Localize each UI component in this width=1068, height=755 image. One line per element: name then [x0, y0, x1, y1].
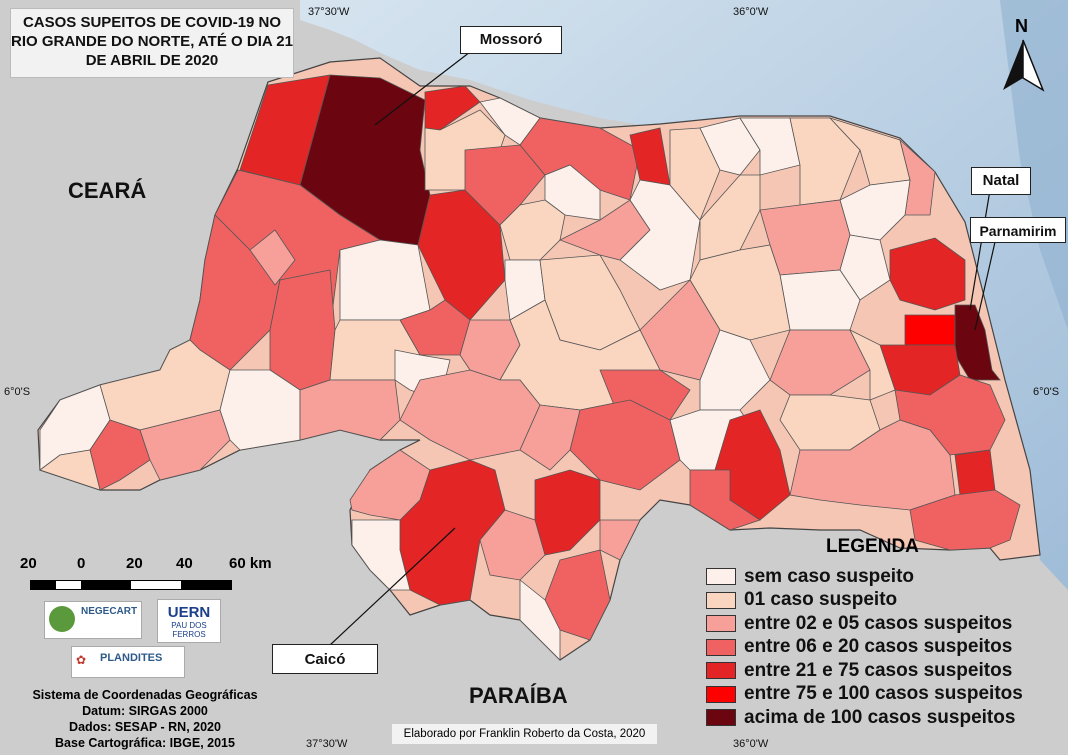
- city-label-parnamirim: Parnamirim: [970, 217, 1066, 243]
- map-info: Sistema de Coordenadas Geográficas Datum…: [10, 687, 280, 751]
- coord-bottom-right: 36°0'W: [733, 738, 769, 750]
- city-label-mossoro: Mossoró: [460, 26, 562, 54]
- info-line: Dados: SESAP - RN, 2020: [69, 720, 221, 734]
- mun-sw8: [599, 519, 641, 561]
- people-icon: ✿: [76, 653, 87, 667]
- tree-icon: [49, 606, 75, 632]
- info-line: Sistema de Coordenadas Geográficas: [32, 688, 258, 702]
- legend-item: entre 21 e 75 casos suspeitos: [706, 659, 1023, 683]
- state-label-ceara: CEARÁ: [68, 178, 147, 203]
- legend-swatch: [706, 662, 736, 680]
- coord-right-lat: 6°0'S: [1033, 386, 1060, 398]
- legend-item: sem caso suspeito: [706, 565, 1023, 589]
- city-label-natal: Natal: [971, 167, 1031, 195]
- legend-item: entre 02 e 05 casos suspeitos: [706, 612, 1023, 636]
- state-label-paraiba: PARAÍBA: [469, 683, 568, 708]
- scale-label: 40: [176, 555, 193, 572]
- mun-sw3: [351, 519, 411, 591]
- legend: sem caso suspeito 01 caso suspeito entre…: [706, 565, 1023, 730]
- legend-swatch: [706, 615, 736, 633]
- map-title: CASOS SUPEITOS DE COVID-19 NO RIO GRANDE…: [10, 8, 294, 78]
- info-line: Datum: SIRGAS 2000: [82, 704, 208, 718]
- scale-label: 60 km: [229, 555, 272, 572]
- sea: [300, 0, 1068, 590]
- mun-s4: [569, 399, 681, 491]
- mun-s12: [909, 489, 1021, 551]
- mun-e10: [849, 329, 896, 401]
- mun-s11: [789, 419, 956, 511]
- deep-sea: [1000, 0, 1068, 330]
- legend-swatch: [706, 685, 736, 703]
- coord-top-right: 36°0'W: [733, 6, 769, 18]
- mun-c12: [699, 117, 761, 176]
- legend-swatch: [706, 591, 736, 609]
- uern-sub-text: PAU DOS FERROS: [171, 621, 207, 639]
- legend-item: 01 caso suspeito: [706, 589, 1023, 613]
- uern-text: UERN: [167, 604, 211, 621]
- mun-w4: [269, 269, 336, 391]
- legend-label: entre 75 e 100 casos suspeitos: [744, 683, 1023, 705]
- leader-parnamirim: [974, 241, 996, 331]
- mun-e3: [839, 234, 891, 301]
- mun-far-w7: [39, 449, 101, 491]
- mun-s5: [519, 404, 581, 471]
- legend-swatch: [706, 638, 736, 656]
- scale-label: 20: [126, 555, 143, 572]
- mun-c1: [339, 239, 431, 321]
- map-credit: Elaborado por Franklin Roberto da Costa,…: [392, 724, 657, 744]
- legend-label: 01 caso suspeito: [744, 589, 898, 611]
- legend-swatch: [706, 709, 736, 727]
- legend-label: sem caso suspeito: [744, 565, 915, 587]
- mun-far-w5: [219, 369, 301, 451]
- mun-sw7: [519, 579, 561, 661]
- mun-s13: [689, 469, 761, 531]
- negecart-logo: NEGECART: [44, 601, 142, 639]
- mun-s10: [954, 449, 996, 496]
- mun-far-w4: [139, 409, 231, 481]
- uern-logo: UERN PAU DOS FERROS: [157, 599, 221, 643]
- legend-label: entre 06 e 20 casos suspeitos: [744, 636, 1013, 658]
- scale-label: 20: [20, 555, 37, 572]
- plandites-logo: ✿ PLANDITES: [71, 646, 185, 678]
- leader-mossoro: [374, 51, 471, 126]
- legend-label: acima de 100 casos suspeitos: [744, 706, 1016, 728]
- coord-bottom-left: 37°30'W: [306, 738, 348, 750]
- mun-c16: [899, 138, 936, 216]
- legend-title: LEGENDA: [826, 536, 919, 557]
- negecart-text: NEGECART: [81, 606, 138, 617]
- north-label: N: [1015, 16, 1028, 36]
- legend-label: entre 02 e 05 casos suspeitos: [744, 612, 1013, 634]
- mun-natal-region: [889, 237, 966, 311]
- leader-natal: [969, 189, 991, 311]
- mun-far-w6: [299, 379, 401, 441]
- info-line: Base Cartográfica: IBGE, 2015: [55, 736, 235, 750]
- scale-label: 0: [77, 555, 86, 572]
- plandites-text: PLANDITES: [100, 652, 163, 664]
- city-label-caico: Caicó: [272, 644, 378, 674]
- coord-left-lat: 6°0'S: [4, 386, 31, 398]
- coord-top-left: 37°30'W: [308, 6, 350, 18]
- scale-bar: [30, 580, 232, 590]
- legend-label: entre 21 e 75 casos suspeitos: [744, 659, 1013, 681]
- north-arrow-icon: [1003, 39, 1045, 92]
- legend-item: entre 06 e 20 casos suspeitos: [706, 636, 1023, 660]
- legend-item: entre 75 e 100 casos suspeitos: [706, 683, 1023, 707]
- mun-parnamirim: [904, 314, 956, 346]
- leader-caico: [329, 527, 456, 646]
- mun-c11: [669, 127, 721, 221]
- legend-item: acima de 100 casos suspeitos: [706, 706, 1023, 730]
- mun-sw6: [479, 509, 546, 581]
- mun-c13: [739, 117, 801, 176]
- mun-w3: [249, 229, 296, 286]
- mun-n1: [424, 85, 481, 131]
- legend-swatch: [706, 568, 736, 586]
